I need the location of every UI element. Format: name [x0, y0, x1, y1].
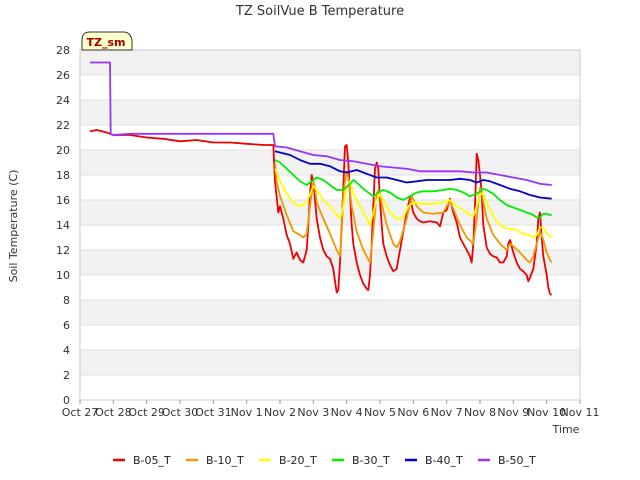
x-tick-label: Nov 10: [527, 406, 566, 419]
x-tick-label: Nov 7: [431, 406, 463, 419]
badge-label: TZ_sm: [87, 36, 126, 49]
x-tick-label: Nov 5: [364, 406, 396, 419]
legend-label: B-20_T: [279, 454, 317, 467]
grid-band: [80, 225, 580, 250]
x-tick-label: Nov 4: [331, 406, 363, 419]
x-tick-label: Oct 29: [128, 406, 165, 419]
x-tick-label: Nov 2: [264, 406, 296, 419]
grid-band: [80, 100, 580, 125]
y-tick-label: 28: [56, 44, 70, 57]
y-tick-label: 6: [63, 319, 70, 332]
grid-band: [80, 350, 580, 375]
y-tick-label: 20: [56, 144, 70, 157]
y-tick-label: 14: [56, 219, 70, 232]
legend-label: B-05_T: [133, 454, 171, 467]
series-line-b-10-t: [274, 162, 553, 264]
y-tick-label: 2: [63, 369, 70, 382]
chart-title: TZ SoilVue B Temperature: [235, 4, 404, 19]
series-line-b-30-t: [274, 159, 552, 219]
y-tick-label: 24: [56, 94, 70, 107]
grid-band: [80, 300, 580, 325]
grid-band: [80, 150, 580, 175]
x-tick-label: Nov 8: [464, 406, 496, 419]
grid-band: [80, 75, 580, 100]
series-lines: [89, 61, 553, 296]
grid-band: [80, 325, 580, 350]
grid-band: [80, 275, 580, 300]
y-tick-label: 0: [63, 394, 70, 407]
y-axis-label: Soil Temperature (C): [7, 170, 20, 283]
tz-sm-badge: TZ_sm: [81, 31, 133, 51]
grid-band: [80, 125, 580, 150]
x-tick-label: Nov 3: [297, 406, 329, 419]
y-tick-label: 10: [56, 269, 70, 282]
y-tick-label: 12: [56, 244, 70, 257]
plot-frame: [79, 49, 581, 401]
x-tick-label: Nov 6: [397, 406, 429, 419]
legend-label: B-50_T: [498, 454, 536, 467]
x-tick-label: Oct 27: [62, 406, 99, 419]
legend-label: B-10_T: [206, 454, 244, 467]
x-tick-label: Oct 30: [162, 406, 199, 419]
legend-label: B-40_T: [425, 454, 463, 467]
legend: B-05_T B-10_T B-20_T B-30_T B-40_T B-50_T: [113, 454, 536, 467]
y-tick-label: 18: [56, 169, 70, 182]
x-tick-label: Nov 1: [231, 406, 263, 419]
y-tick-label: 8: [63, 294, 70, 307]
plot-background: [80, 49, 580, 401]
x-tick-label: Nov 11: [561, 406, 600, 419]
y-tick-label: 4: [63, 344, 70, 357]
grid-band: [80, 50, 580, 75]
series-line-b-40-t: [274, 150, 552, 200]
x-tick-label: Oct 28: [95, 406, 132, 419]
y-tick-label: 16: [56, 194, 70, 207]
legend-label: B-30_T: [352, 454, 390, 467]
series-line-b-20-t: [274, 168, 553, 239]
x-tick-label: Oct 31: [195, 406, 232, 419]
y-tick-label: 22: [56, 119, 70, 132]
x-axis-label: Time: [552, 423, 580, 436]
y-tick-label: 26: [56, 69, 70, 82]
grid-band: [80, 250, 580, 275]
series-line-b-50-t: [90, 61, 552, 186]
grid-band: [80, 375, 580, 400]
x-tick-label: Nov 9: [497, 406, 529, 419]
